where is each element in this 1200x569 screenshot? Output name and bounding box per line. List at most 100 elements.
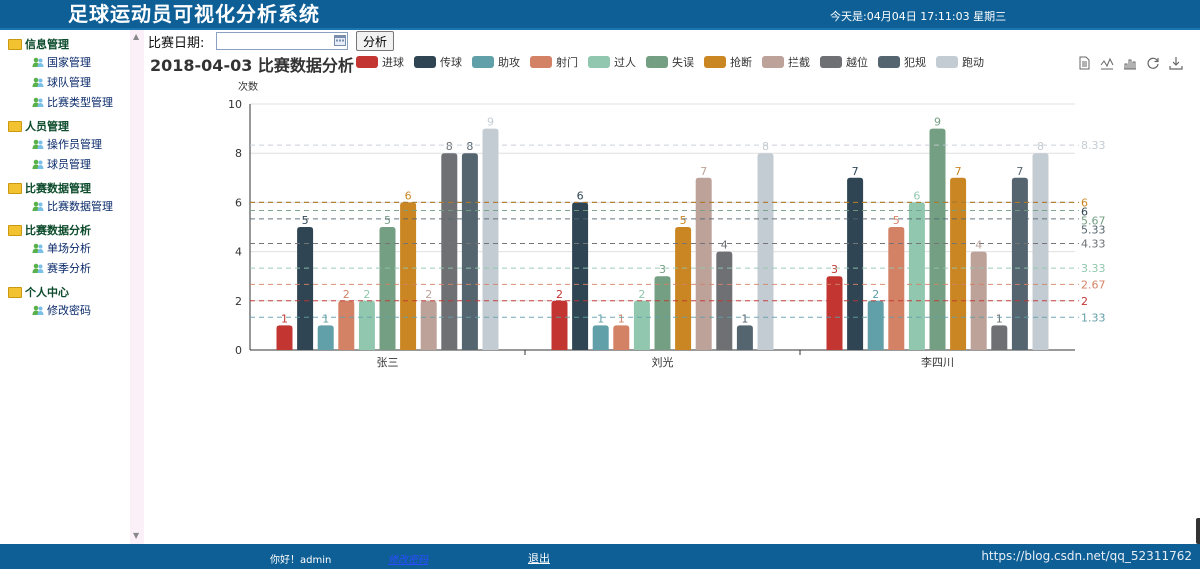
calendar-icon[interactable] — [334, 34, 346, 46]
bar — [592, 325, 609, 350]
legend-item[interactable]: 进球 — [356, 54, 404, 70]
nav-item-label: 单场分析 — [47, 242, 91, 255]
data-view-icon[interactable] — [1077, 56, 1091, 70]
nav-item[interactable]: 比赛类型管理 — [0, 92, 130, 112]
chart-legend: 进球 传球 助攻 射门 过人 失误 抢断 拦截 越位 犯规 跑动 — [356, 54, 994, 70]
scroll-down-icon[interactable]: ▼ — [133, 531, 140, 540]
bar — [379, 227, 396, 350]
bar-value-label: 2 — [638, 288, 645, 301]
bar-value-label: 6 — [405, 189, 412, 202]
legend-item[interactable]: 抢断 — [704, 54, 752, 70]
bar — [675, 227, 692, 350]
bar-chart-icon[interactable] — [1123, 56, 1137, 70]
bar — [358, 300, 375, 350]
legend-item[interactable]: 拦截 — [762, 54, 810, 70]
nav-item-label: 球队管理 — [47, 76, 91, 89]
nav-group-label: 比赛数据分析 — [25, 224, 91, 237]
line-chart-icon[interactable] — [1100, 56, 1114, 70]
nav-item[interactable]: 比赛数据管理 — [0, 196, 130, 216]
logout-link[interactable]: 退出 — [528, 552, 550, 565]
x-tick-label: 张三 — [377, 356, 399, 369]
chart-title: 2018-04-03 比赛数据分析 — [150, 56, 354, 75]
bar — [400, 202, 417, 350]
bar — [461, 153, 478, 350]
markline-label: 6 — [1081, 205, 1088, 218]
legend-label: 进球 — [382, 56, 404, 69]
legend-label: 跑动 — [962, 56, 984, 69]
bar-value-label: 8 — [466, 140, 473, 153]
legend-item[interactable]: 跑动 — [936, 54, 984, 70]
nav-group-1: 人员管理 操作员管理 球员管理 — [0, 118, 130, 174]
bar-value-label: 4 — [721, 239, 728, 252]
restore-icon[interactable] — [1146, 56, 1160, 70]
sidebar-scrollbar[interactable]: ▲ ▼ — [130, 30, 144, 544]
nav-group-title[interactable]: 比赛数据分析 — [0, 222, 130, 238]
nav-group-title[interactable]: 个人中心 — [0, 284, 130, 300]
bar-value-label: 1 — [741, 312, 748, 325]
users-icon — [32, 77, 44, 87]
bar — [276, 325, 293, 350]
side-handle[interactable] — [1196, 518, 1200, 544]
bar — [736, 325, 753, 350]
legend-label: 过人 — [614, 56, 636, 69]
bar-value-label: 1 — [618, 312, 625, 325]
legend-item[interactable]: 过人 — [588, 54, 636, 70]
x-tick-label: 李四川 — [921, 355, 954, 369]
bar-value-label: 3 — [831, 263, 838, 276]
legend-item[interactable]: 失误 — [646, 54, 694, 70]
nav-group-label: 个人中心 — [25, 286, 69, 299]
nav-item-label: 赛季分析 — [47, 262, 91, 275]
nav-group-title[interactable]: 信息管理 — [0, 36, 130, 52]
bar — [888, 227, 905, 350]
bar-value-label: 1 — [996, 312, 1003, 325]
match-date-input[interactable] — [216, 32, 348, 50]
nav-item[interactable]: 修改密码 — [0, 300, 130, 320]
legend-item[interactable]: 射门 — [530, 54, 578, 70]
legend-label: 传球 — [440, 56, 462, 69]
legend-swatch — [414, 56, 436, 68]
users-icon — [32, 139, 44, 149]
legend-item[interactable]: 助攻 — [472, 54, 520, 70]
bar-value-label: 8 — [1037, 140, 1044, 153]
current-datetime: 今天是:04月04日 17:11:03 星期三 — [830, 10, 1007, 23]
legend-item[interactable]: 传球 — [414, 54, 462, 70]
bar — [297, 227, 314, 350]
legend-label: 助攻 — [498, 56, 520, 69]
bar-value-label: 4 — [975, 239, 982, 252]
legend-item[interactable]: 越位 — [820, 54, 868, 70]
app-title: 足球运动员可视化分析系统 — [68, 2, 320, 26]
bar — [867, 300, 884, 350]
nav-group-title[interactable]: 比赛数据管理 — [0, 180, 130, 196]
nav-item[interactable]: 国家管理 — [0, 52, 130, 72]
nav-group-title[interactable]: 人员管理 — [0, 118, 130, 134]
bar — [338, 300, 355, 350]
bar-value-label: 9 — [934, 116, 941, 129]
nav-item[interactable]: 赛季分析 — [0, 258, 130, 278]
bar-value-label: 1 — [597, 312, 604, 325]
nav-item[interactable]: 单场分析 — [0, 238, 130, 258]
download-icon[interactable] — [1169, 56, 1183, 70]
bar-value-label: 8 — [446, 140, 453, 153]
nav-item[interactable]: 球队管理 — [0, 72, 130, 92]
users-icon — [32, 97, 44, 107]
date-label: 比赛日期: — [148, 36, 205, 51]
nav-group-4: 个人中心 修改密码 — [0, 284, 130, 320]
bar — [441, 153, 458, 350]
scroll-up-icon[interactable]: ▲ — [133, 32, 140, 41]
analyze-button[interactable]: 分析 — [356, 31, 394, 51]
nav-item[interactable]: 操作员管理 — [0, 134, 130, 154]
nav-item[interactable]: 球员管理 — [0, 154, 130, 174]
legend-label: 犯规 — [904, 56, 926, 69]
bar — [991, 325, 1008, 350]
markline-label: 4.33 — [1081, 237, 1106, 250]
bar — [1032, 153, 1049, 350]
legend-item[interactable]: 犯规 — [878, 54, 926, 70]
bar-value-label: 8 — [762, 140, 769, 153]
bar-value-label: 6 — [913, 189, 920, 202]
bar — [633, 300, 650, 350]
change-password-link[interactable]: 修改密码 — [388, 555, 428, 566]
bar — [695, 177, 712, 350]
bar-value-label: 5 — [680, 214, 687, 227]
folder-icon — [8, 38, 22, 50]
markline-label: 8.33 — [1081, 139, 1106, 152]
